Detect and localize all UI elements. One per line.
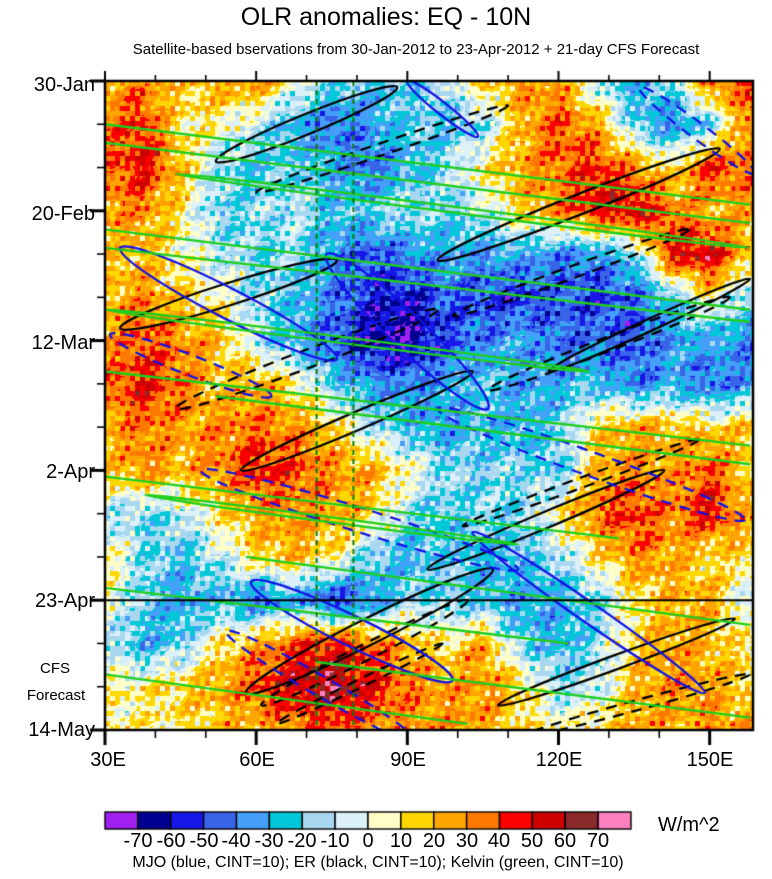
cb-label-60: 60 [553,830,577,852]
y-tick-label-20feb: 20-Feb [31,203,95,225]
cb-label-m70: -70 [123,830,153,852]
y-tick-label-2apr: 2-Apr [46,461,95,483]
cb-label-m20: -20 [287,830,317,852]
cfs-label: CFS [40,660,70,677]
colorbar-units-label: W/m^2 [658,814,720,836]
x-tick-label-120e: 120E [535,749,583,771]
cb-label-40: 40 [487,830,511,852]
y-tick-label-23apr: 23-Apr [34,590,95,612]
page-title: OLR anomalies: EQ - 10N [240,3,532,31]
cb-label-m50: -50 [189,830,219,852]
cb-label-30: 30 [455,830,479,852]
forecast-label: Forecast [26,687,86,704]
y-tick-label-12mar: 12-Mar [31,332,95,354]
cb-label-0: 0 [362,830,374,852]
cb-label-m60: -60 [156,830,186,852]
cb-label-70: 70 [586,830,610,852]
cb-label-50: 50 [520,830,544,852]
cb-label-m40: -40 [221,830,251,852]
x-tick-label-60e: 60E [239,749,275,771]
y-tick-label-14may: 14-May [28,719,95,741]
cb-label-m30: -30 [254,830,284,852]
cb-label-10: 10 [389,830,413,852]
y-tick-label-30jan: 30-Jan [33,74,95,96]
x-tick-label-150e: 150E [686,749,734,771]
x-tick-label-90e: 90E [390,749,426,771]
cb-label-m10: -10 [320,830,350,852]
chart-subtitle: Satellite-based bservations from 30-Jan-… [132,41,700,58]
x-tick-label-30e: 30E [90,749,126,771]
legend-caption: MJO (blue, CINT=10); ER (black, CINT=10)… [132,854,624,871]
cb-label-20: 20 [422,830,446,852]
